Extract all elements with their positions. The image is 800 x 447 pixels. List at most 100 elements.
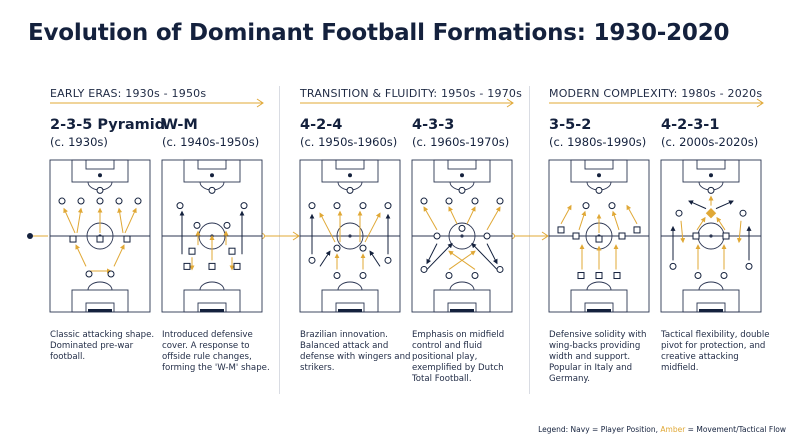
goalkeeper-marker (709, 173, 713, 178)
centre-spot (460, 234, 464, 238)
formation-period: (c. 1940s-1950s) (162, 135, 260, 149)
formation-description: Classic attacking shape. Dominated pre-w… (50, 330, 155, 362)
player-marker (572, 232, 580, 240)
player-marker (58, 197, 66, 205)
player-marker (471, 197, 479, 205)
centre-circle (336, 222, 364, 250)
era-label-modern: MODERN COMPLEXITY: 1980s - 2020s (549, 87, 763, 100)
formation-description: Brazilian innovation. Balanced attack an… (300, 330, 411, 373)
player-marker (483, 232, 491, 240)
player-marker (115, 197, 123, 205)
player-marker (613, 272, 621, 280)
formation-description: Defensive solidity with wing-backs provi… (549, 330, 647, 384)
penalty-arc-bottom (449, 281, 475, 291)
pitch (411, 159, 513, 313)
connector-arrowhead (541, 231, 549, 241)
pitch-group (49, 159, 762, 313)
player-marker (134, 197, 142, 205)
formation-period: (c. 1930s) (50, 135, 108, 149)
movement-arrow (364, 212, 381, 243)
movement-arrow (319, 250, 331, 267)
player-marker (384, 256, 392, 264)
player-marker (420, 265, 428, 273)
player-marker (176, 202, 184, 210)
timeline-start-dot (27, 233, 33, 239)
player-marker (692, 232, 700, 240)
movement-arrow (75, 244, 87, 267)
goal-bar-bottom (200, 309, 224, 312)
player-marker (96, 186, 104, 194)
penalty-arc-bottom (698, 281, 724, 291)
era-divider (529, 86, 530, 394)
formation-period: (c. 1950s-1960s) (300, 135, 398, 149)
movement-arrow (426, 243, 438, 265)
legend-navy-text: Legend: Navy = Player Position, (538, 425, 661, 434)
player-marker (333, 272, 341, 280)
formation-name: W-M (162, 117, 198, 133)
pitch (299, 159, 401, 313)
player-marker (722, 232, 730, 240)
page-title: Evolution of Dominant Football Formation… (28, 20, 730, 46)
player-marker (595, 186, 603, 194)
player-marker (123, 235, 131, 243)
goal-bar-bottom (699, 309, 723, 312)
goal-box-top (85, 159, 115, 170)
movement-arrow (715, 200, 734, 210)
movement-arrow (471, 242, 498, 270)
legend: Legend: Navy = Player Position, Amber = … (538, 425, 786, 434)
player-marker (359, 202, 367, 210)
penalty-arc-bottom (337, 281, 363, 291)
goal-box-top (197, 159, 227, 170)
timeline-arrowhead (756, 98, 764, 108)
player-marker (96, 197, 104, 205)
player-marker (233, 262, 241, 270)
player-marker (223, 221, 231, 229)
movement-arrow (369, 250, 381, 267)
timeline-arrowhead (256, 98, 264, 108)
pitch (161, 159, 263, 313)
connector-arrowhead (292, 231, 300, 241)
player-marker (445, 272, 453, 280)
player-marker (577, 272, 585, 280)
legend-amber-text: Amber (660, 425, 686, 434)
movement-arrow (63, 207, 76, 234)
centre-spot (348, 234, 352, 238)
formation-name: 4-2-3-1 (661, 117, 720, 133)
formation-period: (c. 1980s-1990s) (549, 135, 647, 149)
player-marker (633, 226, 641, 234)
goal-bar-bottom (450, 309, 474, 312)
player-marker (433, 232, 441, 240)
player-marker (458, 186, 466, 194)
player-marker (308, 202, 316, 210)
player-marker (705, 207, 717, 219)
era-label-transition: TRANSITION & FLUIDITY: 1950s - 1970s (300, 87, 523, 100)
player-marker (240, 202, 248, 210)
movement-arrow (486, 206, 501, 231)
player-marker (739, 209, 747, 217)
player-marker (333, 244, 341, 252)
player-marker (496, 265, 504, 273)
centre-circle (448, 222, 476, 250)
movement-arrow (611, 210, 620, 231)
formation-name: 2-3-5 Pyramid (50, 117, 166, 133)
player-marker (107, 270, 115, 278)
movement-arrow (680, 220, 686, 244)
formation-description: Tactical flexibility, double pivot for p… (661, 330, 770, 373)
player-marker (85, 270, 93, 278)
player-marker (618, 232, 626, 240)
formation-name: 4-3-3 (412, 117, 455, 133)
penalty-arc-bottom (199, 281, 225, 291)
goalkeeper-marker (98, 173, 102, 178)
player-marker (557, 226, 565, 234)
movement-arrow (626, 204, 638, 225)
goalkeeper-marker (210, 173, 214, 178)
player-marker (333, 202, 341, 210)
player-marker (208, 186, 216, 194)
penalty-arc-bottom (586, 281, 612, 291)
formation-name: 3-5-2 (549, 117, 592, 133)
goal-box-top (447, 159, 477, 170)
player-marker (458, 224, 466, 232)
player-marker (96, 235, 104, 243)
formation-period: (c. 1960s-1970s) (412, 135, 510, 149)
player-marker (228, 247, 236, 255)
